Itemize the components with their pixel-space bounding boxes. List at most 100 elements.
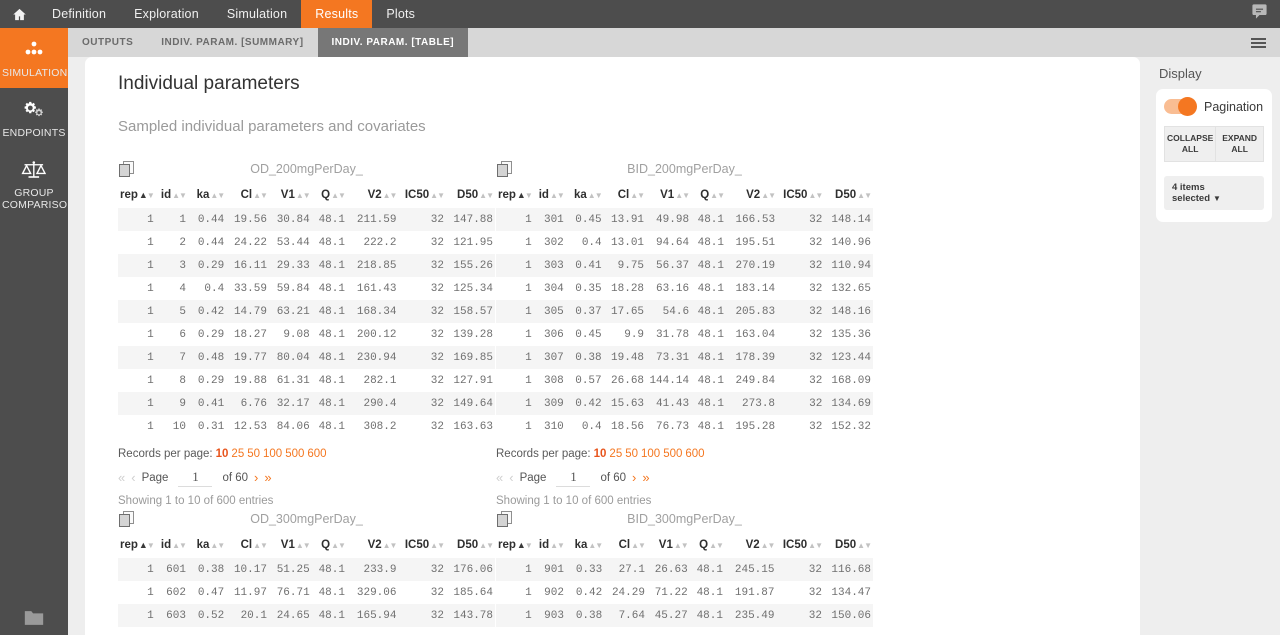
col-header-id[interactable]: id▲▼ — [538, 539, 565, 551]
next-page-button[interactable]: › — [632, 470, 637, 485]
table-block-bid-200: BID_200mgPerDay_ rep▲▼ id▲▼ ka▲▼ Cl▲▼ V1… — [496, 157, 873, 507]
col-header-q[interactable]: Q▲▼ — [700, 189, 725, 201]
col-header-id[interactable]: id▲▼ — [160, 539, 187, 551]
col-header-ka[interactable]: ka▲▼ — [196, 539, 226, 551]
col-header-cl[interactable]: Cl▲▼ — [617, 189, 645, 201]
chat-button[interactable] — [1251, 3, 1268, 25]
table-cell: 10 — [172, 420, 186, 433]
subtab-outputs-label: OUTPUTS — [82, 37, 134, 48]
subtab-indiv-param-table[interactable]: INDIV. PARAM. [TABLE] — [317, 28, 469, 57]
table-cell: 1 — [147, 609, 154, 622]
col-header-ic50[interactable]: IC50▲▼ — [404, 189, 445, 201]
first-page-button[interactable]: « — [496, 470, 504, 485]
rpp-option-500[interactable]: 500 — [285, 448, 305, 460]
subtab-outputs[interactable]: OUTPUTS — [68, 28, 147, 57]
rpp-option-10[interactable]: 10 — [215, 448, 229, 460]
first-page-button[interactable]: « — [118, 470, 126, 485]
table-cell: 169.85 — [453, 351, 493, 364]
col-header-ka[interactable]: ka▲▼ — [574, 539, 604, 551]
last-page-button[interactable]: » — [642, 470, 650, 485]
tab-exploration[interactable]: Exploration — [120, 0, 213, 28]
copy-icon[interactable] — [496, 510, 514, 528]
rpp-option-500[interactable]: 500 — [663, 448, 683, 460]
table-cell: 32 — [430, 420, 444, 433]
parameter-table: rep▲▼ id▲▼ ka▲▼ Cl▲▼ V1▲▼ Q▲▼ V2▲▼ IC50▲… — [496, 531, 873, 627]
collapse-all-button[interactable]: COLLAPSE ALL — [1164, 126, 1216, 162]
tab-simulation[interactable]: Simulation — [213, 0, 301, 28]
rpp-option-50[interactable]: 50 — [625, 448, 639, 460]
col-header-ic50[interactable]: IC50▲▼ — [783, 189, 823, 201]
col-header-q[interactable]: Q▲▼ — [321, 189, 346, 201]
col-header-v1[interactable]: V1▲▼ — [280, 189, 311, 201]
col-header-v2[interactable]: V2▲▼ — [746, 189, 776, 201]
col-header-ic50[interactable]: IC50▲▼ — [782, 539, 823, 551]
rpp-option-50[interactable]: 50 — [247, 448, 261, 460]
col-header-d50[interactable]: D50▲▼ — [835, 539, 872, 551]
col-header-v2[interactable]: V2▲▼ — [367, 539, 398, 551]
sidebar-item-simulation[interactable]: SIMULATION — [0, 28, 68, 88]
table-cell: 48.1 — [318, 374, 345, 387]
rpp-option-25[interactable]: 25 — [231, 448, 245, 460]
records-per-page-label: Records per page: — [118, 448, 213, 460]
col-header-id[interactable]: id▲▼ — [160, 189, 187, 201]
col-header-cl[interactable]: Cl▲▼ — [240, 189, 268, 201]
col-header-rep[interactable]: rep▲▼ — [120, 539, 155, 551]
subtab-indiv-param-table-label: INDIV. PARAM. [TABLE] — [331, 37, 455, 48]
prev-page-button[interactable]: ‹ — [509, 470, 514, 485]
rpp-option-600[interactable]: 600 — [685, 448, 705, 460]
col-header-rep[interactable]: rep▲▼ — [120, 189, 155, 201]
sidebar-item-endpoints[interactable]: ENDPOINTS — [0, 88, 68, 148]
table-cell: 270.19 — [735, 259, 776, 272]
col-header-ic50[interactable]: IC50▲▼ — [404, 539, 445, 551]
rpp-option-25[interactable]: 25 — [609, 448, 623, 460]
last-page-button[interactable]: » — [264, 470, 272, 485]
table-cell: 166.53 — [735, 213, 776, 226]
table-cell: 603 — [166, 609, 186, 622]
expand-all-button[interactable]: EXPAND ALL — [1215, 126, 1264, 162]
table-cell: 9.9 — [624, 328, 645, 341]
subtab-indiv-param-summary[interactable]: INDIV. PARAM. [SUMMARY] — [147, 28, 317, 57]
folder-button[interactable] — [0, 609, 68, 627]
table-cell: 32 — [430, 374, 444, 387]
col-label: D50 — [835, 189, 857, 201]
col-header-v1[interactable]: V1▲▼ — [660, 189, 690, 201]
prev-page-button[interactable]: ‹ — [131, 470, 136, 485]
menu-button[interactable] — [1237, 28, 1280, 57]
rpp-option-100[interactable]: 100 — [641, 448, 661, 460]
page-number-input[interactable] — [556, 468, 591, 487]
copy-icon[interactable] — [118, 510, 136, 528]
col-header-ka[interactable]: ka▲▼ — [573, 189, 603, 201]
sidebar-item-group-comparison[interactable]: GROUP COMPARISON — [0, 148, 75, 220]
copy-icon[interactable] — [496, 160, 514, 178]
col-header-v2[interactable]: V2▲▼ — [745, 539, 776, 551]
tab-plots[interactable]: Plots — [372, 0, 429, 28]
copy-icon[interactable] — [118, 160, 136, 178]
next-page-button[interactable]: › — [254, 470, 259, 485]
page-number-input[interactable] — [178, 468, 213, 487]
col-header-cl[interactable]: Cl▲▼ — [240, 539, 268, 551]
rpp-option-600[interactable]: 600 — [307, 448, 327, 460]
col-header-v1[interactable]: V1▲▼ — [658, 539, 689, 551]
home-button[interactable] — [0, 0, 38, 28]
col-header-d50[interactable]: D50▲▼ — [835, 189, 872, 201]
table-cell: 32 — [809, 397, 823, 410]
items-selected-dropdown[interactable]: 4 items selected ▼ — [1164, 176, 1264, 210]
col-header-ka[interactable]: ka▲▼ — [196, 189, 226, 201]
col-header-cl[interactable]: Cl▲▼ — [618, 539, 646, 551]
col-header-q[interactable]: Q▲▼ — [699, 539, 724, 551]
table-row: 1 8 0.29 19.88 61.31 48.1 282.1 32 127.91 — [118, 369, 495, 392]
col-header-d50[interactable]: D50▲▼ — [457, 189, 494, 201]
pagination-toggle[interactable] — [1164, 97, 1197, 116]
col-header-id[interactable]: id▲▼ — [538, 189, 565, 201]
col-header-q[interactable]: Q▲▼ — [321, 539, 346, 551]
col-header-rep[interactable]: rep▲▼ — [498, 189, 533, 201]
rpp-option-100[interactable]: 100 — [263, 448, 283, 460]
rpp-option-10[interactable]: 10 — [593, 448, 607, 460]
tab-definition[interactable]: Definition — [38, 0, 120, 28]
table-cell: 163.04 — [735, 328, 776, 341]
col-header-rep[interactable]: rep▲▼ — [498, 539, 533, 551]
col-header-v2[interactable]: V2▲▼ — [367, 189, 398, 201]
tab-results[interactable]: Results — [301, 0, 373, 28]
col-header-d50[interactable]: D50▲▼ — [457, 539, 494, 551]
col-header-v1[interactable]: V1▲▼ — [280, 539, 311, 551]
